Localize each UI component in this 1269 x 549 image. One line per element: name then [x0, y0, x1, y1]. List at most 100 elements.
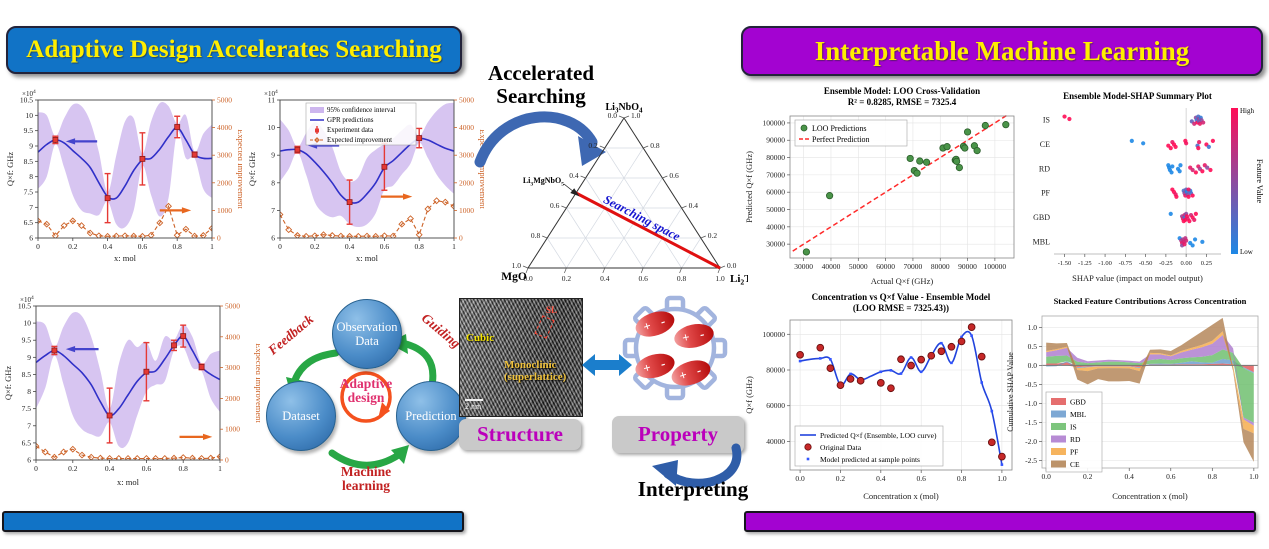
layer-MBL	[1046, 358, 1254, 374]
loo-points	[802, 121, 1010, 256]
axes: 0 0.2 0.4 0.6 0.8 1 6 6.5 7 7.5 8 8.5 9 9.5 10 10.5 0 100…	[3, 295, 260, 487]
svg-text:0.8: 0.8	[531, 231, 541, 240]
svg-text:PF: PF	[1041, 189, 1050, 198]
accelerated-searching-label: Accelerated Searching	[452, 62, 630, 107]
svg-text:Expected improvement: Expected improvement	[327, 136, 392, 144]
conc-legend: Predicted Q×f (Ensemble, LOO curve) Origi…	[794, 425, 944, 467]
svg-text:0.8: 0.8	[179, 464, 189, 473]
svg-text:90000: 90000	[958, 262, 977, 271]
svg-text:MBL: MBL	[1033, 237, 1050, 246]
machine-learning-label: Machine learning	[340, 464, 392, 494]
plot-area	[38, 101, 212, 238]
svg-text:0: 0	[225, 456, 229, 465]
svg-text:6.5: 6.5	[24, 218, 34, 227]
svg-text:0.4: 0.4	[569, 171, 579, 180]
svg-text:0.6: 0.6	[669, 171, 679, 180]
svg-text:1.0: 1.0	[631, 111, 641, 120]
svg-text:10.5: 10.5	[20, 96, 33, 105]
dipole-2: + -	[674, 324, 714, 348]
original-data-points	[796, 323, 1006, 461]
svg-text:0.4: 0.4	[1125, 472, 1135, 481]
svg-text:0.5: 0.5	[1028, 342, 1038, 351]
svg-text:0: 0	[34, 464, 38, 473]
svg-text:GBD: GBD	[1070, 398, 1086, 407]
svg-text:9.5: 9.5	[24, 126, 34, 135]
svg-text:0.00: 0.00	[1180, 260, 1191, 267]
svg-text:8: 8	[29, 172, 33, 181]
svg-text:0.4: 0.4	[876, 474, 886, 483]
svg-text:8.5: 8.5	[24, 157, 34, 166]
svg-text:×104: ×104	[20, 295, 34, 304]
svg-text:-0.50: -0.50	[1139, 260, 1153, 267]
svg-text:9: 9	[29, 142, 33, 151]
svg-text:-0.75: -0.75	[1119, 260, 1133, 267]
conc-title2: (LOO RMSE = 7325.43))	[853, 303, 949, 313]
vertex-mgo: MgO	[501, 271, 527, 283]
legend: 95% confidence interval GPR predictions Ex…	[305, 102, 417, 146]
stacked-contributions-plot: 0.0 0.2 0.4 0.6 0.8 1.0 1.0 0.5 0.0 -0.5 -1.0 -1.5 -…	[1006, 296, 1259, 501]
svg-text:2000: 2000	[225, 394, 240, 403]
svg-text:Q×f (GHz): Q×f (GHz)	[744, 376, 754, 414]
svg-text:0.2: 0.2	[588, 141, 598, 150]
loo-legend: LOO Predictions Perfect Prediction	[794, 119, 908, 147]
dipole-1: + -	[635, 311, 675, 337]
right-banner-title: Interpretable Machine Learning	[741, 26, 1263, 76]
plot-area	[36, 312, 220, 460]
svg-text:GPR predictions: GPR predictions	[327, 116, 374, 124]
svg-text:-0.5: -0.5	[1025, 380, 1037, 389]
svg-text:High: High	[1240, 107, 1255, 115]
svg-text:0.4: 0.4	[689, 201, 699, 210]
svg-text:0.2: 0.2	[310, 242, 320, 251]
svg-text:10: 10	[268, 123, 276, 132]
svg-text:1.0: 1.0	[715, 274, 725, 283]
svg-text:+: +	[641, 359, 652, 375]
adaptive-line2: design	[347, 390, 385, 406]
svg-text:70000: 70000	[766, 170, 785, 179]
svg-text:0.2: 0.2	[562, 274, 572, 283]
axes: 0 0.2 0.4 0.6 0.8 1 6 6.5 7 7.5 8 8.5 9 9.5 10 10.5 0 100…	[5, 89, 242, 263]
svg-text:7.5: 7.5	[22, 404, 32, 413]
tem-sl-marker-label: SL	[546, 305, 558, 315]
adaptive-design-center-label: Adaptive design	[330, 376, 402, 406]
searching-space-label: Searching space	[601, 192, 683, 244]
accelerated-arrow-icon	[474, 111, 606, 168]
svg-text:0.8: 0.8	[415, 242, 425, 251]
svg-text:RD: RD	[1070, 435, 1081, 444]
svg-text:10: 10	[24, 319, 32, 328]
svg-text:IS: IS	[1043, 116, 1050, 125]
svg-text:0.8: 0.8	[173, 242, 183, 251]
svg-text:50000: 50000	[766, 205, 785, 214]
structure-chip: Structure	[459, 419, 581, 450]
structure-property-arrow-icon	[582, 354, 632, 376]
svg-text:Experiment data: Experiment data	[327, 126, 374, 134]
svg-text:Expected Improvement: Expected Improvement	[254, 343, 260, 423]
tem-monoclinic-line1: Monoclinic	[504, 359, 557, 371]
svg-text:x: mol: x: mol	[117, 477, 140, 487]
svg-text:-1.50: -1.50	[1058, 260, 1072, 267]
svg-text:+: +	[677, 367, 689, 384]
svg-text:7: 7	[27, 421, 31, 430]
svg-text:0.4: 0.4	[105, 464, 115, 473]
svg-text:60000: 60000	[876, 262, 895, 271]
svg-text:MBL: MBL	[1070, 410, 1087, 419]
svg-text:-1.0: -1.0	[1025, 399, 1037, 408]
gpr-mean-line	[38, 126, 212, 200]
tem-structure-image: Cubic Monoclinic (superlattice) SL 2 nm	[459, 298, 583, 417]
svg-text:0: 0	[459, 234, 463, 243]
tem-cubic-label: Cubic	[466, 332, 495, 344]
svg-text:0.4: 0.4	[103, 242, 113, 251]
cycle-node-prediction: Prediction	[396, 381, 466, 451]
gpr-plot-1: 0 0.2 0.4 0.6 0.8 1 6 6.5 7 7.5 8 8.5 9 9.5 10 10.5 0 100…	[5, 89, 242, 263]
adaptive-line1: Adaptive	[339, 376, 393, 391]
svg-text:GBD: GBD	[1033, 213, 1050, 222]
svg-text:7: 7	[271, 206, 275, 215]
svg-text:40000: 40000	[766, 437, 785, 446]
svg-text:0.6: 0.6	[1166, 472, 1176, 481]
svg-text:9: 9	[271, 151, 275, 160]
gpr-mean-line	[36, 335, 220, 417]
svg-text:6: 6	[271, 234, 275, 243]
svg-text:+: +	[681, 329, 691, 345]
svg-text:0.8: 0.8	[650, 141, 660, 150]
shap-summary-plot: IS CE RD PF GBD MBL -1.50 -1.25 -1.00 -0.75 -0.50-…	[1033, 91, 1264, 283]
svg-text:Concentration x (mol): Concentration x (mol)	[1112, 491, 1188, 501]
